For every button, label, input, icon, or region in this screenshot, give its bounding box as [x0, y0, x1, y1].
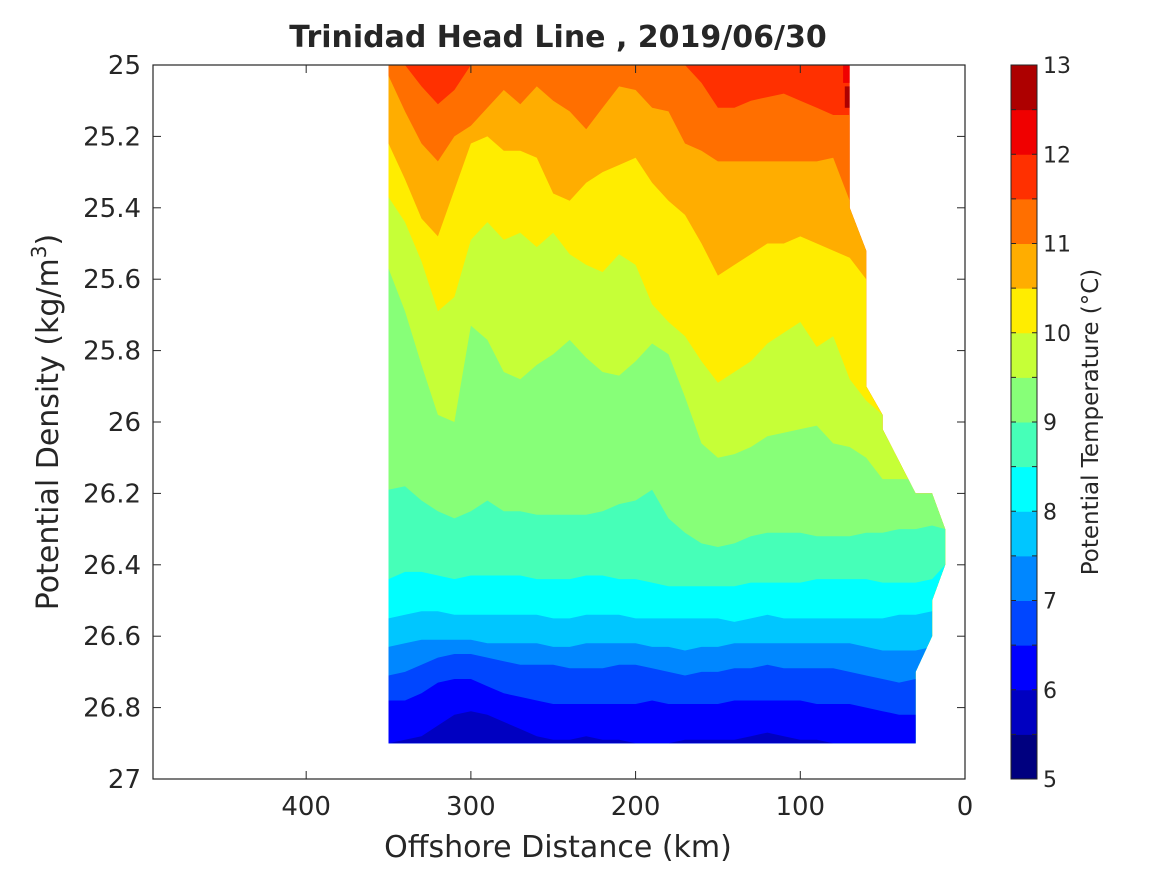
- colorbar: 5 6 7 8 9 10 11 12 13: [1011, 54, 1071, 793]
- x-axis-label: Offshore Distance (km): [384, 830, 732, 865]
- colorbar-swatch: [1011, 422, 1037, 468]
- y-axis-label: Potential Density (kg/m3): [27, 234, 66, 610]
- colorbar-tick-label: 7: [1043, 590, 1057, 615]
- colorbar-swatch: [1011, 734, 1037, 780]
- y-tick-label: 26: [108, 408, 141, 438]
- colorbar-frame: [1010, 64, 1038, 780]
- colorbar-swatch: [1011, 154, 1037, 200]
- colorbar-swatch: [1011, 511, 1037, 557]
- contour-hot-zone-1: [843, 65, 850, 83]
- colorbar-tick-label: 10: [1043, 322, 1071, 347]
- contour-bands: [388, 65, 946, 744]
- y-tick-label: 26.6: [83, 622, 141, 652]
- colorbar-swatch: [1011, 466, 1037, 512]
- colorbar-tick-label: 12: [1043, 143, 1071, 168]
- colorbar-swatch: [1011, 332, 1037, 378]
- y-tick-label: 25.4: [83, 194, 141, 224]
- x-tick-label: 400: [281, 792, 331, 822]
- chart-title: Trinidad Head Line , 2019/06/30: [289, 20, 826, 55]
- colorbar-swatch: [1011, 65, 1037, 111]
- colorbar-tick-label: 8: [1043, 500, 1057, 525]
- colorbar-label: Potential Temperature (°C): [1078, 269, 1104, 576]
- y-axis-label-close: ): [31, 234, 66, 246]
- x-tick-label: 0: [957, 792, 974, 822]
- y-tick-label: 26.2: [83, 479, 141, 509]
- y-tick-label: 26.8: [83, 694, 141, 724]
- colorbar-swatch: [1011, 689, 1037, 735]
- colorbar-swatch: [1011, 109, 1037, 155]
- colorbar-tick-label: 6: [1043, 679, 1057, 704]
- x-tick-label: 300: [446, 792, 496, 822]
- colorbar-tick-label: 11: [1043, 233, 1071, 258]
- colorbar-tick-label: 5: [1043, 768, 1057, 793]
- y-tick-label: 27: [108, 765, 141, 795]
- colorbar-swatch: [1011, 600, 1037, 646]
- y-tick-label: 25.6: [83, 265, 141, 295]
- y-axis: 25 25.2 25.4 25.6 25.8 26 26.2 26.4 26.6 26.8 27: [83, 51, 965, 795]
- y-tick-label: 25: [108, 51, 141, 81]
- colorbar-swatch: [1011, 243, 1037, 289]
- colorbar-swatch: [1011, 198, 1037, 245]
- contour-band-6: [388, 679, 946, 744]
- x-tick-label: 100: [775, 792, 825, 822]
- colorbar-swatch: [1011, 288, 1037, 334]
- contour-hot-zone-2: [844, 86, 850, 108]
- colorbar-tick-label: 9: [1043, 411, 1057, 436]
- y-tick-label: 26.4: [83, 551, 141, 581]
- colorbar-tick-label: 13: [1043, 54, 1071, 79]
- x-tick-label: 200: [611, 792, 661, 822]
- x-axis: 400 300 200 100 0: [281, 65, 973, 822]
- colorbar-swatch: [1011, 555, 1037, 602]
- colorbar-swatch: [1011, 377, 1037, 423]
- y-axis-label-superscript: 3: [27, 245, 51, 258]
- y-tick-label: 25.8: [83, 337, 141, 367]
- y-axis-label-text: Potential Density (kg/m: [31, 258, 66, 610]
- colorbar-swatch: [1011, 645, 1037, 691]
- y-tick-label: 25.2: [83, 122, 141, 152]
